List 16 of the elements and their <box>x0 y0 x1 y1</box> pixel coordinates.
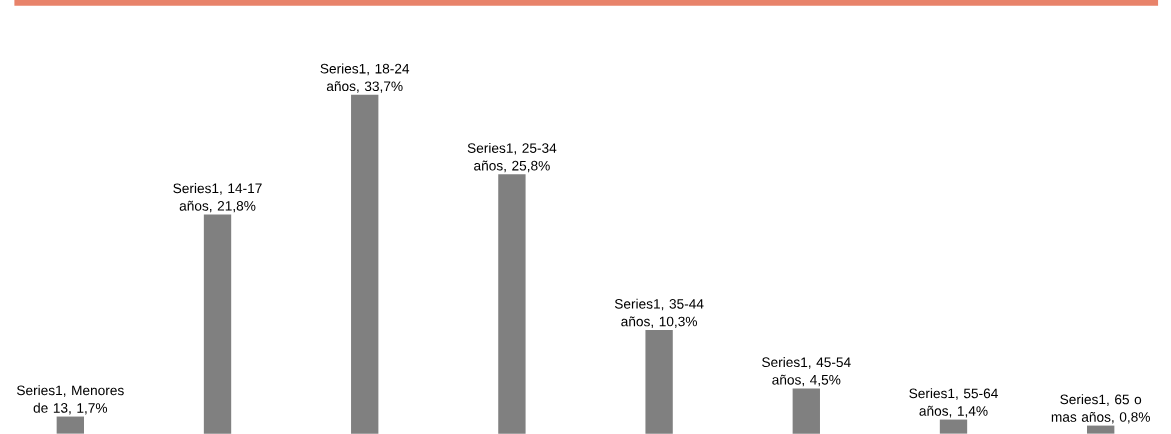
bar <box>939 419 968 434</box>
bar <box>498 174 526 434</box>
bar <box>645 330 673 434</box>
data-label: Series1, 45-54 años, 4,5% <box>762 357 851 387</box>
bar <box>56 416 84 434</box>
bar <box>351 95 379 434</box>
data-label: Series1, 18-24 años, 33,7% <box>320 63 410 93</box>
data-label: Series1, Menores de 13, 1,7% <box>16 385 124 415</box>
bar <box>1087 425 1115 434</box>
bar <box>792 388 820 434</box>
bar <box>203 214 232 434</box>
data-label: Series1, 14-17 años, 21,8% <box>173 183 262 213</box>
data-label: Series1, 35-44 años, 10,3% <box>614 298 704 329</box>
data-label: Series1, 55-64 años, 1,4% <box>909 388 998 418</box>
data-label: Series1, 65 o mas años, 0,8% <box>1051 394 1150 424</box>
data-label: Series1, 25-34 años, 25,8% <box>467 143 557 173</box>
